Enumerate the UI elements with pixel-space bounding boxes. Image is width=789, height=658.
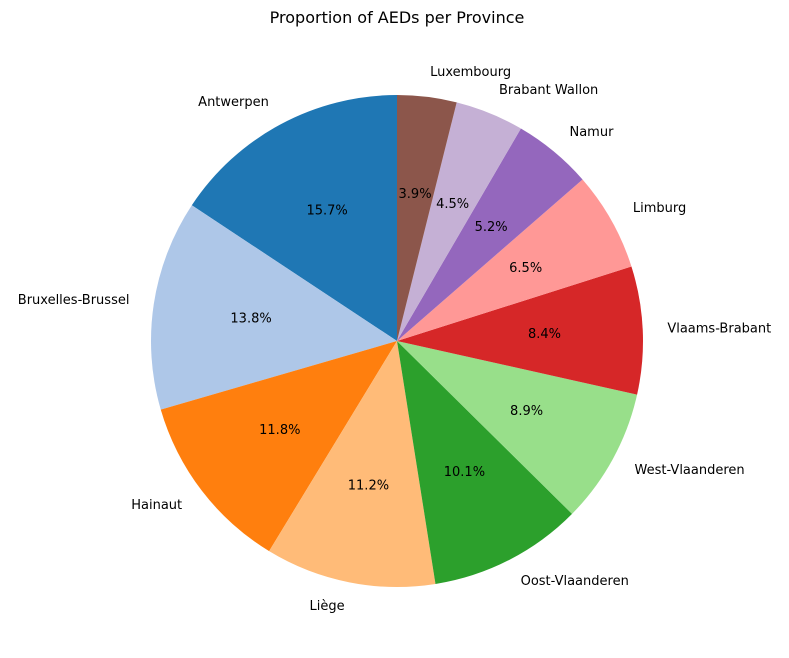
pie-slice-limburg	[397, 179, 632, 341]
slice-label-liege: Liège	[310, 599, 345, 614]
pct-label-antwerpen: 15.7%	[306, 203, 347, 218]
slice-label-oost-vlaanderen: Oost-Vlaanderen	[521, 574, 629, 589]
pct-label-liege: 11.2%	[348, 478, 389, 493]
pct-label-oost-vlaanderen: 10.1%	[444, 465, 485, 480]
pie-slice-bruxelles-brussel	[150, 205, 397, 410]
slice-label-limburg: Limburg	[633, 201, 686, 216]
slice-label-luxembourg: Luxembourg	[430, 65, 511, 80]
labels-layer: 15.7% Antwerpen 13.8% Bruxelles-Brussel 11.8…	[18, 65, 771, 614]
slices-layer	[150, 95, 643, 587]
pct-label-brabant-wallon: 4.5%	[436, 197, 469, 212]
pie-slice-oost-vlaanderen	[397, 341, 573, 584]
pct-label-luxembourg: 3.9%	[399, 187, 432, 202]
pie-slice-luxembourg	[397, 95, 457, 341]
slice-label-vlaams-brabant: Vlaams-Brabant	[667, 322, 771, 337]
pct-label-limburg: 6.5%	[509, 261, 542, 276]
pie-slice-hainaut	[160, 341, 397, 552]
slice-label-antwerpen: Antwerpen	[198, 95, 269, 110]
pie-slice-antwerpen	[191, 95, 397, 341]
slice-label-hainaut: Hainaut	[131, 498, 182, 513]
pct-label-west-vlaanderen: 8.9%	[510, 404, 543, 419]
pie-slice-liege	[269, 341, 436, 587]
slice-label-brabant-wallon: Brabant Wallon	[499, 83, 598, 98]
pie-slice-west-vlaanderen	[397, 341, 638, 514]
pct-label-hainaut: 11.8%	[259, 423, 300, 438]
chart-title: Proportion of AEDs per Province	[270, 8, 525, 27]
pie-slice-brabant-wallon	[397, 102, 521, 342]
pct-label-bruxelles-brussel: 13.8%	[230, 311, 271, 326]
pct-label-namur: 5.2%	[475, 220, 508, 235]
pie-slice-vlaams-brabant	[397, 266, 643, 395]
pct-label-vlaams-brabant: 8.4%	[528, 327, 561, 342]
pie-slice-namur	[397, 128, 583, 341]
slice-label-namur: Namur	[569, 125, 614, 140]
slice-label-west-vlaanderen: West-Vlaanderen	[635, 463, 745, 478]
slice-label-bruxelles-brussel: Bruxelles-Brussel	[18, 293, 130, 308]
